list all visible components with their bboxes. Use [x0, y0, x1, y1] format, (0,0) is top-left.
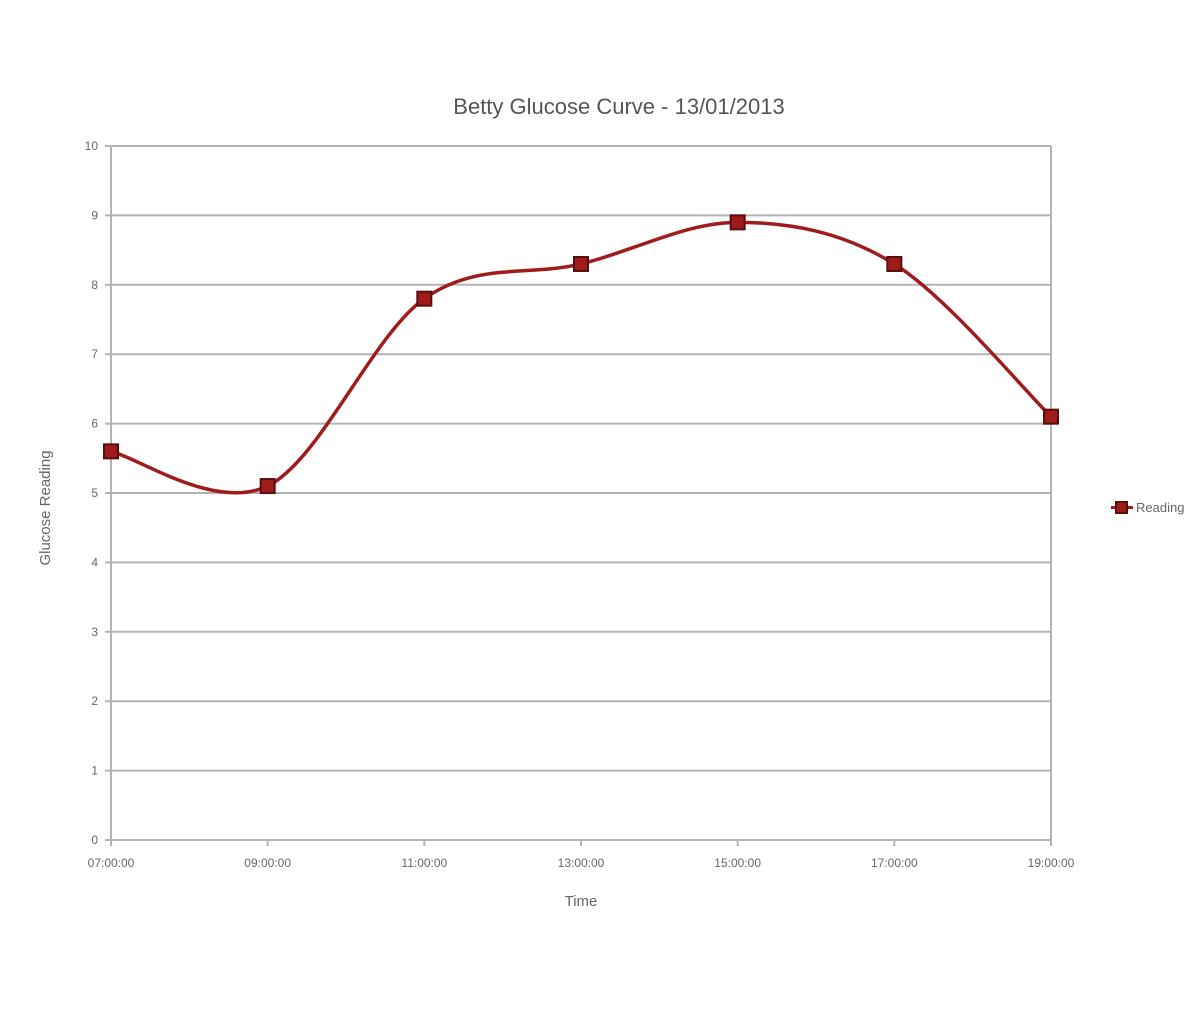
x-tick-label: 11:00:00 — [401, 856, 447, 870]
x-tick-label: 07:00:00 — [88, 856, 135, 870]
legend: Reading — [1111, 500, 1184, 515]
y-tick-labels: 0 1 2 3 4 5 6 7 8 9 10 — [85, 139, 99, 847]
data-point-150000 — [729, 214, 746, 231]
y-tick-label: 3 — [91, 625, 98, 639]
x-tick-label: 15:00:00 — [714, 856, 761, 870]
y-tick-label: 10 — [85, 139, 99, 153]
y-tick-label: 2 — [91, 694, 98, 708]
y-tick-label: 7 — [91, 347, 98, 361]
y-tick-label: 8 — [91, 278, 98, 292]
axes — [105, 145, 1052, 846]
legend-label-reading: Reading — [1136, 500, 1184, 515]
y-tick-label: 6 — [91, 417, 98, 431]
y-axis-title: Glucose Reading — [37, 450, 54, 565]
x-tick-labels: 07:00:00 09:00:00 11:00:00 13:00:00 15:00:00… — [88, 856, 1075, 870]
y-tick-label: 0 — [91, 833, 98, 847]
x-tick-label: 17:00:00 — [871, 856, 918, 870]
x-tick-label: 13:00:00 — [558, 856, 605, 870]
chart-title: Betty Glucose Curve - 13/01/2013 — [453, 94, 784, 119]
y-tick-label: 9 — [91, 208, 98, 222]
x-tick-label: 09:00:00 — [244, 856, 291, 870]
y-tick-label: 4 — [91, 555, 98, 569]
x-axis-title: Time — [565, 893, 598, 910]
series — [103, 214, 1059, 495]
data-point-170000 — [886, 255, 903, 272]
data-point-090000 — [259, 478, 276, 495]
data-point-130000 — [573, 255, 589, 272]
data-point-190000 — [1043, 408, 1059, 425]
gridlines — [111, 145, 1051, 841]
y-tick-label: 5 — [91, 486, 98, 500]
x-tick-label: 19:00:00 — [1028, 856, 1075, 870]
legend-marker — [1115, 501, 1128, 514]
y-tick-label: 1 — [91, 764, 98, 778]
data-point-070000 — [103, 443, 119, 460]
data-point-110000 — [416, 290, 433, 307]
